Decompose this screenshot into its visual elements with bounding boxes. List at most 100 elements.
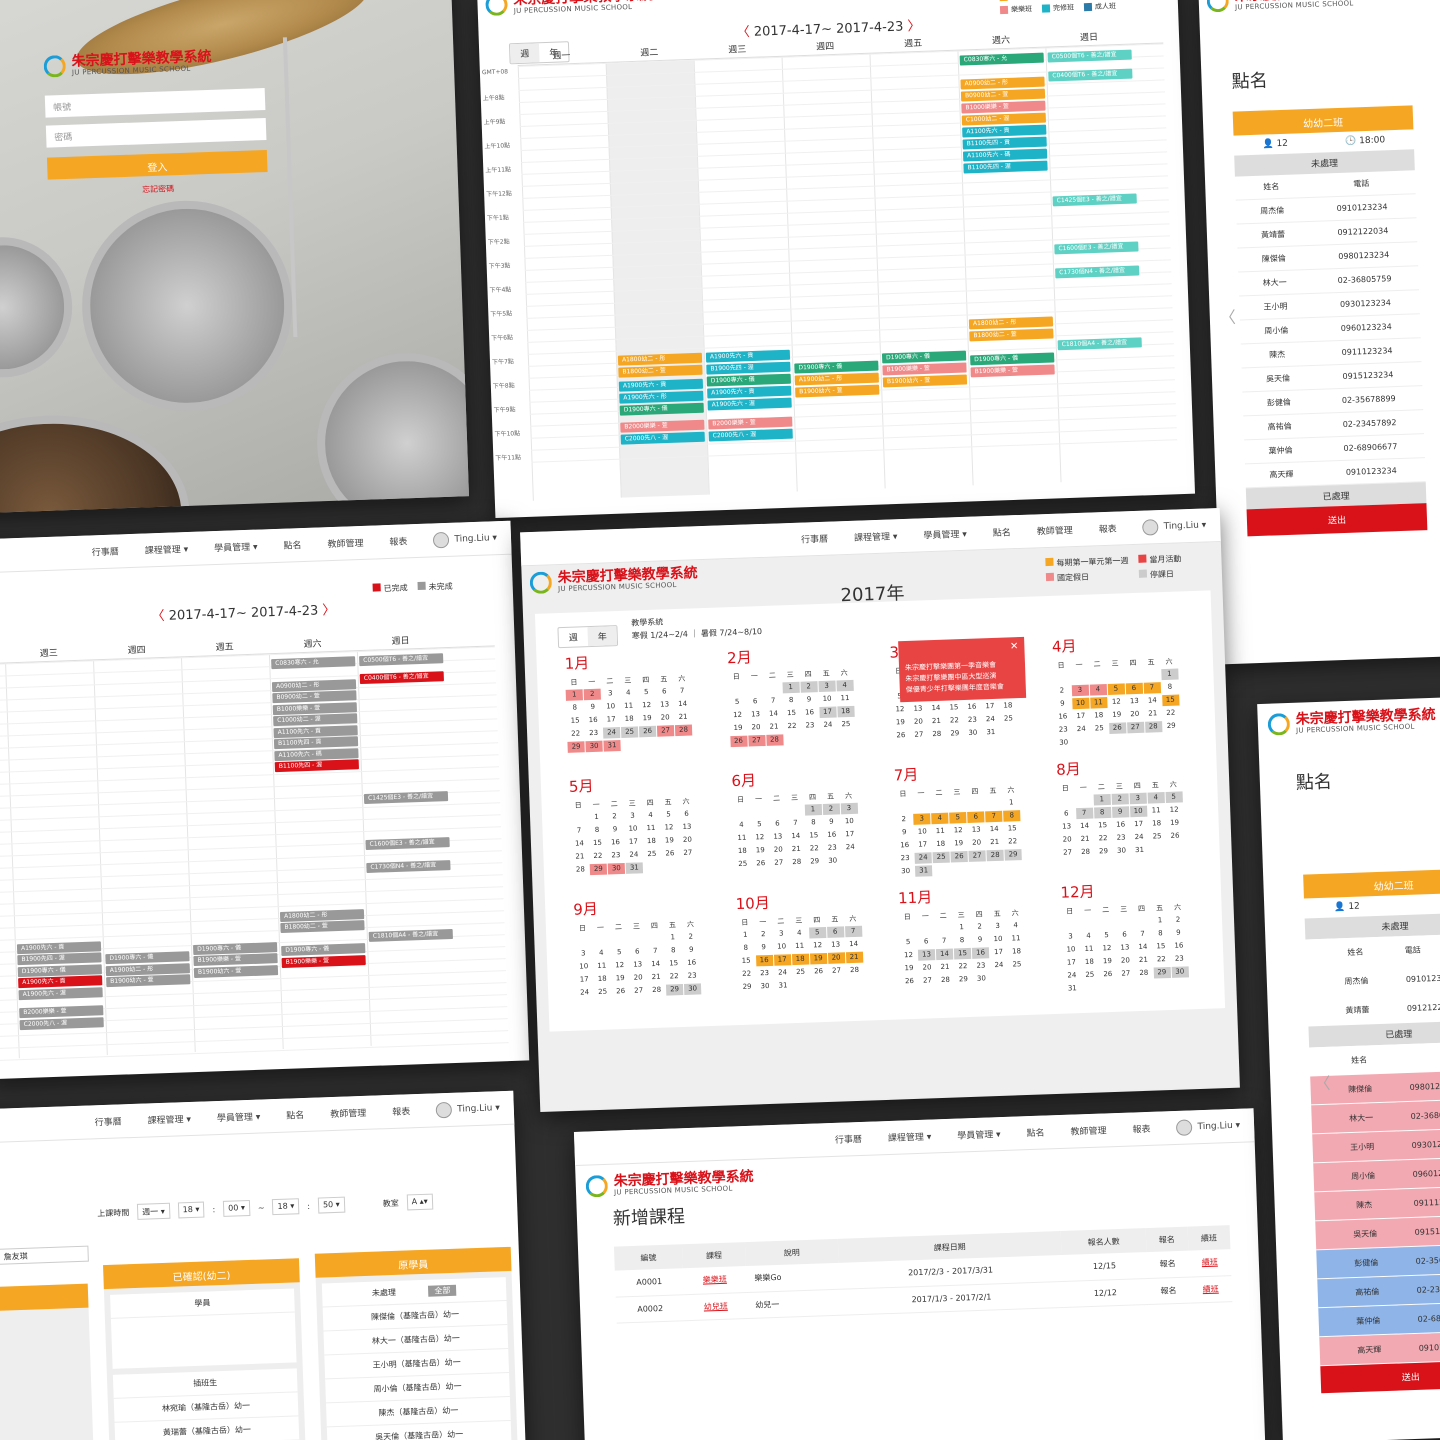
calendar-day[interactable]: 21 (575, 852, 585, 861)
calendar-day[interactable]: 26 (638, 725, 657, 738)
calendar-day[interactable]: 3 (580, 949, 586, 958)
calendar-day[interactable]: 11 (1089, 697, 1108, 709)
calendar-day[interactable]: 1 (670, 933, 676, 942)
calendar-day[interactable]: 16 (588, 715, 598, 725)
calendar-day[interactable]: 6 (752, 697, 758, 706)
calendar-day[interactable]: 24 (1076, 724, 1086, 734)
class-event[interactable]: C0400個T6 - 善之/譜宜 (1048, 68, 1133, 82)
calendar-day[interactable]: 20 (1120, 956, 1130, 965)
calendar-day[interactable]: 14 (651, 959, 661, 969)
teacher-field[interactable]: 詹友琪 (0, 1245, 89, 1265)
calendar-day[interactable]: 26 (1108, 722, 1126, 734)
calendar-day[interactable]: 28 (1144, 721, 1162, 733)
calendar-day[interactable]: 2 (977, 922, 983, 931)
student-row[interactable]: 陳杰 0911123234 (1314, 1186, 1440, 1222)
calendar-day[interactable]: 24 (1134, 832, 1144, 842)
calendar-day[interactable]: 10 (777, 942, 787, 951)
class-event[interactable]: B1900樂樂 - 萱 (970, 364, 1055, 378)
calendar-day[interactable]: 8 (959, 936, 965, 945)
calendar-day[interactable]: 27 (914, 730, 924, 739)
calendar-day[interactable]: 14 (931, 703, 941, 713)
prev-week-icon[interactable]: 〈 (736, 24, 750, 41)
calendar-day[interactable]: 26 (1170, 831, 1180, 840)
calendar-day[interactable]: 6 (634, 947, 640, 956)
calendar-day[interactable]: 2 (1111, 793, 1129, 805)
calendar-day[interactable]: 28 (575, 865, 585, 874)
calendar-day[interactable]: 28 (652, 985, 662, 995)
calendar-day[interactable]: 22 (669, 972, 679, 981)
calendar-day[interactable]: 24 (823, 720, 833, 729)
calendar-day[interactable]: 21 (931, 716, 942, 726)
calendar-day[interactable]: 25 (1003, 714, 1013, 723)
calendar-day[interactable]: 20 (751, 723, 761, 732)
calendar-day[interactable]: 29 (1166, 721, 1176, 730)
calendar-day[interactable]: 9 (590, 702, 596, 712)
class-event[interactable]: C1600個E3 - 善之/譜宜 (1054, 241, 1139, 255)
calendar-day[interactable]: 28 (849, 965, 860, 975)
calendar-day[interactable]: 19 (755, 846, 765, 855)
calendar-day[interactable]: 27 (922, 976, 933, 985)
class-event[interactable]: D1900專六 - 儀 (794, 360, 879, 374)
calendar-day[interactable]: 3 (817, 680, 836, 693)
calendar-day[interactable]: 14 (989, 824, 999, 834)
calendar-day[interactable]: 30 (1116, 846, 1127, 855)
calendar-day[interactable]: 22 (949, 716, 960, 725)
calendar-day[interactable]: 23 (760, 968, 770, 978)
student-row[interactable]: 高祐倫 02-23457892 (1317, 1273, 1440, 1309)
calendar-day[interactable]: 14 (1147, 696, 1157, 705)
calendar-day[interactable]: 3 (607, 689, 613, 698)
calendar-day[interactable]: 18 (836, 705, 855, 718)
calendar-day[interactable]: 13 (971, 825, 981, 834)
nav-item-1[interactable]: 課程管理 ▾ (887, 1132, 932, 1145)
class-event[interactable]: B1100先四 - 貢 (962, 136, 1047, 150)
calendar-day[interactable]: 24 (580, 988, 590, 997)
nav-item-5[interactable]: 報表 (1098, 524, 1117, 536)
class-event[interactable]: D1900專六 - 儀 (281, 943, 366, 957)
calendar-day[interactable]: 10 (822, 694, 832, 703)
class-event[interactable]: C0500個T6 - 善之/譜宜 (359, 652, 444, 666)
nav-item-2[interactable]: 學員管理 ▾ (957, 1130, 1001, 1142)
calendar-day[interactable]: 24 (985, 714, 995, 724)
calendar-day[interactable]: 13 (1062, 822, 1072, 831)
calendar-day[interactable]: 24 (778, 968, 788, 977)
calendar-day[interactable]: 3 (778, 929, 784, 938)
calendar-day[interactable]: 18 (737, 846, 747, 855)
calendar-day[interactable]: 30 (1171, 966, 1189, 978)
calendar-day[interactable]: 30 (607, 862, 626, 875)
start-hour-select[interactable]: 18 ▾ (177, 1201, 205, 1219)
calendar-day[interactable]: 15 (786, 708, 797, 718)
calendar-day[interactable]: 22 (1156, 955, 1166, 964)
student-row[interactable]: 葉仲倫 02-68906677 (1318, 1302, 1440, 1338)
calendar-day[interactable]: 17 (1066, 958, 1077, 967)
calendar-day[interactable]: 20 (682, 835, 693, 844)
class-event[interactable]: C2000先八 - 渥 (19, 1016, 104, 1030)
calendar-day[interactable]: 20 (922, 963, 932, 972)
calendar-day[interactable]: 16 (1116, 820, 1126, 829)
calendar-day[interactable]: 18 (624, 714, 634, 723)
student-row[interactable]: 高天輝 0910123234 (1319, 1330, 1440, 1367)
calendar-day[interactable]: 18 (1011, 947, 1022, 956)
student-row[interactable]: 周小倫 0960123234 (1313, 1157, 1440, 1193)
calendar-day[interactable]: 10 (606, 702, 616, 711)
class-event[interactable]: C1730個N4 - 善之/譜宜 (1055, 265, 1140, 279)
calendar-day[interactable]: 13 (633, 960, 643, 969)
all-button[interactable]: 全部 (428, 1284, 457, 1297)
class-event[interactable]: A1800幼二 - 彤 (968, 316, 1054, 330)
calendar-day[interactable]: 9 (761, 943, 767, 952)
calendar-day[interactable]: 8 (1093, 806, 1111, 819)
calendar-day[interactable]: 12 (895, 705, 905, 714)
calendar-day[interactable]: 6 (1125, 682, 1143, 695)
calendar-day[interactable]: 14 (935, 948, 954, 961)
calendar-day[interactable]: 27 (1062, 848, 1073, 857)
calendar-day[interactable]: 18 (597, 974, 607, 983)
calendar-day[interactable]: 30 (683, 983, 702, 995)
calendar-day[interactable]: 30 (968, 728, 978, 737)
calendar-day[interactable]: 28 (674, 724, 693, 737)
calendar-day[interactable]: 18 (791, 953, 809, 966)
class-event[interactable]: C0500個T6 - 善之/譜宜 (1047, 49, 1132, 63)
calendar-day[interactable]: 29 (665, 983, 684, 996)
class-event[interactable]: C0830寒六 - 允 (271, 655, 356, 669)
calendar-day[interactable]: 31 (1134, 845, 1145, 855)
calendar-day[interactable]: 7 (985, 810, 1003, 823)
calendar-day[interactable]: 1 (1008, 798, 1014, 807)
